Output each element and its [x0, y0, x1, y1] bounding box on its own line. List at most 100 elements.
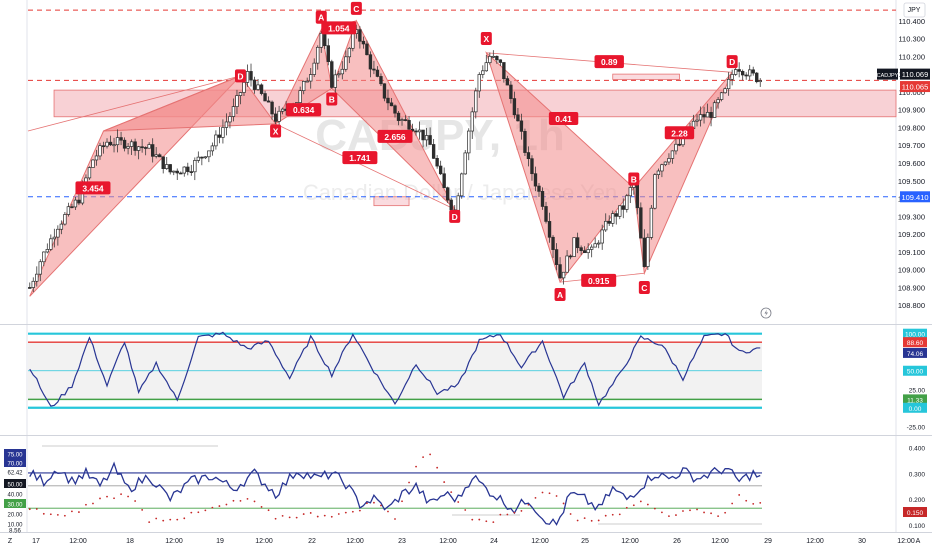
- bull-candle: [719, 92, 724, 100]
- level-price-tag: [900, 81, 930, 93]
- bull-candle: [460, 173, 464, 197]
- bear-candle: [554, 249, 559, 265]
- bull-candle: [674, 143, 678, 152]
- oscillator-dot: [534, 496, 537, 499]
- pattern-label-text: B: [631, 175, 637, 185]
- price-tick: 110.200: [898, 52, 925, 61]
- bull-candle: [733, 69, 738, 75]
- bull-candle: [463, 152, 467, 175]
- bull-candle: [224, 121, 229, 128]
- oscillator-dot: [682, 510, 684, 512]
- pattern-label: [664, 126, 695, 140]
- price-tick: 109.500: [898, 177, 925, 186]
- bull-candle: [723, 88, 727, 94]
- oscillator-dot: [492, 521, 495, 524]
- bull-candle: [305, 80, 309, 83]
- bull-candle: [298, 90, 302, 103]
- oscillator-dot: [597, 519, 600, 522]
- left-indicator-tick: 75.00: [7, 453, 23, 459]
- bull-candle: [491, 55, 496, 58]
- oscillator-dot: [141, 509, 144, 511]
- oscillator-dot: [63, 514, 66, 517]
- oscillator-dot: [78, 511, 80, 513]
- bear-candle: [382, 83, 387, 99]
- oscillator-dot: [232, 499, 235, 502]
- pattern-label-text: 0.41: [555, 114, 572, 124]
- bull-candle: [347, 47, 352, 58]
- bull-candle: [228, 116, 232, 123]
- bear-candle: [70, 206, 74, 209]
- oscillator-dot: [745, 499, 748, 502]
- price-tick: 109.700: [898, 141, 925, 150]
- bear-candle: [143, 147, 148, 149]
- oscillator-dot: [92, 502, 94, 505]
- bull-candle: [129, 141, 134, 147]
- bear-candle: [263, 93, 267, 102]
- oscillator-dot: [366, 502, 368, 505]
- bear-candle: [186, 166, 190, 172]
- oscillator-tick: 0.100: [909, 523, 926, 530]
- left-indicator-tick: 10.00: [7, 523, 23, 529]
- bull-candle: [628, 187, 632, 197]
- pattern-label-text: D: [237, 71, 243, 81]
- oscillator-dot: [646, 503, 649, 506]
- oscillator-dot: [56, 513, 59, 516]
- oscillator-dot: [246, 497, 249, 500]
- bear-candle: [540, 191, 545, 207]
- pattern-label-text: 0.915: [588, 276, 610, 286]
- bear-candle: [709, 112, 713, 118]
- pattern-label: [594, 55, 624, 69]
- bull-candle: [716, 99, 720, 104]
- bear-candle: [189, 171, 193, 173]
- bull-candle: [663, 161, 668, 166]
- time-tick: 12:00: [531, 538, 549, 545]
- left-indicator-tick: 50.00: [7, 483, 23, 489]
- indicator-tag-text: 100.00: [905, 332, 925, 339]
- oscillator-dot: [703, 511, 705, 514]
- pattern-label-text: 3.454: [82, 183, 104, 193]
- bear-candle: [677, 143, 682, 146]
- bear-candle: [755, 72, 759, 83]
- bull-candle: [586, 249, 590, 254]
- bear-candle: [751, 69, 755, 74]
- price-tick: 108.900: [898, 283, 925, 292]
- bear-candle: [323, 32, 327, 47]
- oscillator-dot: [113, 497, 115, 500]
- bear-candle: [217, 134, 222, 138]
- pattern-label: [449, 209, 461, 223]
- bull-candle: [309, 74, 313, 82]
- oscillator-dot: [183, 517, 186, 520]
- oscillator-dot: [436, 466, 439, 469]
- bear-candle: [614, 213, 618, 217]
- time-tick: 12:00: [806, 538, 824, 545]
- bull-candle: [59, 223, 64, 230]
- oscillator-dot: [569, 513, 572, 515]
- bull-candle: [136, 146, 141, 151]
- oscillator-dot: [85, 503, 87, 506]
- pattern-label-text: 1.741: [349, 153, 371, 163]
- pattern-label: [234, 69, 246, 83]
- oscillator-dot: [358, 509, 361, 512]
- oscillator-dot: [274, 517, 277, 520]
- oscillator-dot: [197, 511, 200, 514]
- bull-candle: [245, 71, 250, 83]
- bear-candle: [368, 54, 373, 70]
- bull-candle: [235, 95, 239, 107]
- price-tick: 109.800: [898, 123, 925, 132]
- bear-candle: [108, 141, 113, 146]
- bull-candle: [73, 199, 78, 208]
- price-tick: 109.900: [898, 106, 925, 115]
- bull-candle: [210, 145, 215, 152]
- oscillator-dot: [302, 513, 305, 515]
- bear-candle: [449, 199, 453, 211]
- lightning-icon: [760, 307, 772, 319]
- oscillator-dot: [415, 465, 417, 468]
- bull-candle: [63, 214, 67, 225]
- bear-candle: [642, 237, 647, 267]
- bull-candle: [165, 164, 169, 169]
- oscillator-dot: [717, 515, 720, 518]
- oscillator-dot: [120, 493, 122, 496]
- time-tick: 12:00: [439, 538, 457, 545]
- left-indicator-tag: [4, 449, 26, 458]
